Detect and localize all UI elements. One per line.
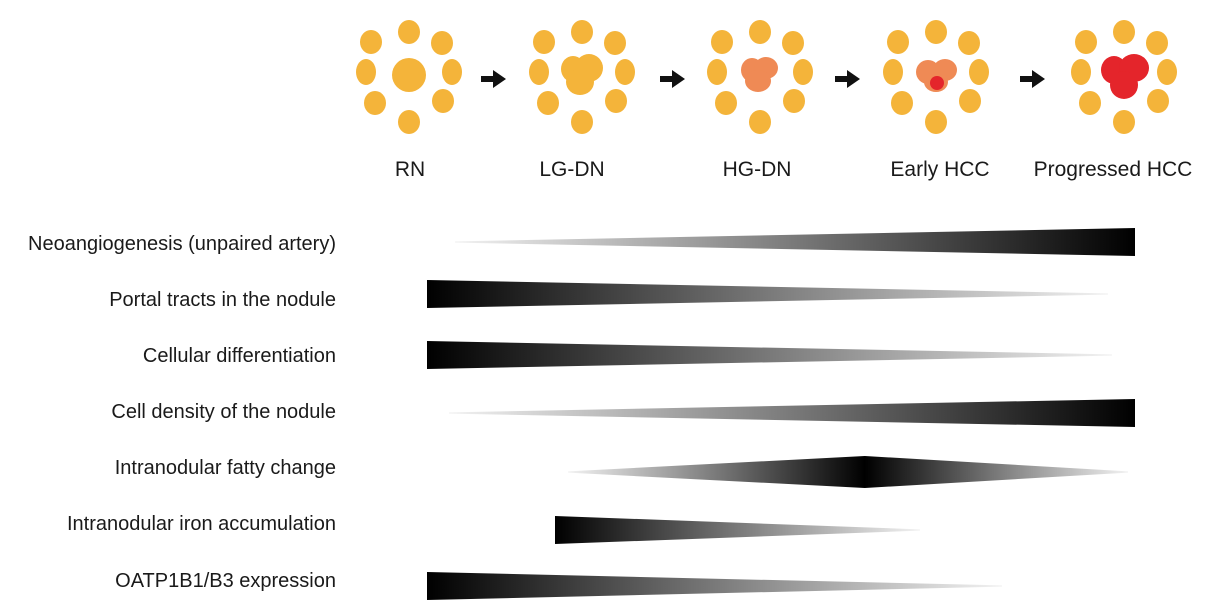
hepatocyte-cell [360, 30, 382, 54]
hepatocyte-cell [364, 91, 386, 115]
stage-label-rn: RN [395, 158, 425, 181]
feature-label-oatp1b1-b3: OATP1B1/B3 expression [115, 570, 336, 592]
hepatocyte-cell [537, 91, 559, 115]
feature-label-iron-accumulation: Intranodular iron accumulation [67, 513, 336, 535]
hepatocyte-cell [793, 59, 813, 85]
hepatocyte-cell [432, 89, 454, 113]
trend-bar-iron-accumulation [555, 516, 920, 544]
dysplastic-focus [745, 70, 771, 92]
core-cell [566, 69, 594, 95]
progression-arrows [481, 70, 1045, 88]
stage-rn-nodule [356, 20, 462, 134]
hepatocyte-cell [1075, 30, 1097, 54]
trend-bar-fatty-change [568, 456, 1128, 488]
hepatocyte-cell [442, 59, 462, 85]
hepatocyte-cell [715, 91, 737, 115]
hepatocyte-cell [571, 110, 593, 134]
core-cell [392, 58, 426, 92]
tumor-focus [930, 76, 944, 90]
stage-hgdn-nodule [707, 20, 813, 134]
feature-label-portal-tracts: Portal tracts in the nodule [109, 289, 336, 311]
hepatocyte-cell [605, 89, 627, 113]
hepatocyte-cell [1113, 110, 1135, 134]
hepatocyte-cell [959, 89, 981, 113]
hepatocyte-cell [707, 59, 727, 85]
hepatocyte-cell [925, 110, 947, 134]
hepatocyte-cell [783, 89, 805, 113]
hepatocyte-cell [398, 110, 420, 134]
hepatocyte-cell [1146, 31, 1168, 55]
feature-label-fatty-change: Intranodular fatty change [115, 457, 336, 479]
tumor-mass [1110, 71, 1138, 99]
hepatocyte-cell [1071, 59, 1091, 85]
hepatocyte-cell [398, 20, 420, 44]
stage-early-hcc-nodule [883, 20, 989, 134]
hepatocyte-cell [891, 91, 913, 115]
hepatocyte-cell [431, 31, 453, 55]
feature-label-neoangiogenesis: Neoangiogenesis (unpaired artery) [28, 233, 336, 255]
stage-nodules [356, 20, 1177, 134]
trend-bar-neoangiogenesis [455, 228, 1135, 256]
hepatocyte-cell [571, 20, 593, 44]
arrow-icon [481, 70, 506, 88]
feature-label-cell-density: Cell density of the nodule [111, 401, 336, 423]
hepatocyte-cell [1079, 91, 1101, 115]
hepatocyte-cell [356, 59, 376, 85]
hepatocyte-cell [1113, 20, 1135, 44]
hepatocyte-cell [969, 59, 989, 85]
hepatocyte-cell [958, 31, 980, 55]
hepatocyte-cell [1157, 59, 1177, 85]
hepatocyte-cell [883, 59, 903, 85]
stage-label-lgdn: LG-DN [539, 158, 604, 181]
feature-label-cellular-differentiation: Cellular differentiation [143, 345, 336, 367]
arrow-icon [1020, 70, 1045, 88]
trend-bar-portal-tracts [427, 280, 1108, 308]
hepatocyte-cell [925, 20, 947, 44]
feature-trend-bars [427, 228, 1135, 600]
stage-progressed-hcc-nodule [1071, 20, 1177, 134]
arrow-icon [835, 70, 860, 88]
hepatocyte-cell [1147, 89, 1169, 113]
trend-bar-cellular-differentiation [427, 341, 1112, 369]
arrow-icon [660, 70, 685, 88]
stage-label-progressed-hcc: Progressed HCC [1034, 158, 1193, 181]
hepatocyte-cell [529, 59, 549, 85]
hepatocyte-cell [749, 110, 771, 134]
hepatocyte-cell [604, 31, 626, 55]
stage-label-early-hcc: Early HCC [890, 158, 989, 181]
trend-bar-oatp1b1-b3 [427, 572, 1002, 600]
hepatocyte-cell [533, 30, 555, 54]
hepatocyte-cell [615, 59, 635, 85]
hepatocyte-cell [749, 20, 771, 44]
trend-bar-cell-density [449, 399, 1135, 427]
hepatocyte-cell [887, 30, 909, 54]
stage-lgdn-nodule [529, 20, 635, 134]
hepatocyte-cell [711, 30, 733, 54]
stage-label-hgdn: HG-DN [723, 158, 792, 181]
hepatocyte-cell [782, 31, 804, 55]
